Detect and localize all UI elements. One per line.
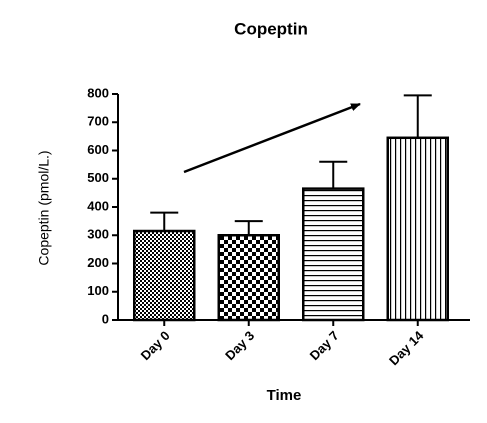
y-tick-label: 500 bbox=[87, 170, 109, 185]
bar bbox=[386, 136, 449, 322]
y-axis-label: Copeptin (pmol/L.) bbox=[36, 150, 52, 265]
trend-arrow bbox=[183, 102, 361, 174]
y-tick-label: 300 bbox=[87, 227, 109, 242]
x-tick-label: Day 0 bbox=[138, 328, 173, 363]
y-tick-label: 700 bbox=[87, 114, 109, 129]
bar bbox=[133, 229, 196, 322]
y-tick-label: 100 bbox=[87, 283, 109, 298]
y-tick-label: 800 bbox=[87, 85, 109, 100]
chart-title: Copeptin bbox=[234, 19, 308, 38]
y-tick-label: 400 bbox=[87, 198, 109, 213]
x-axis-label: Time bbox=[267, 387, 302, 404]
x-tick-label: Day 14 bbox=[386, 327, 427, 368]
y-tick-label: 0 bbox=[102, 311, 109, 326]
y-tick-label: 600 bbox=[87, 142, 109, 157]
bar bbox=[217, 234, 280, 322]
x-tick-label: Day 3 bbox=[222, 328, 257, 363]
y-tick-label: 200 bbox=[87, 255, 109, 270]
bar bbox=[302, 187, 365, 322]
x-tick-label: Day 7 bbox=[307, 328, 342, 363]
